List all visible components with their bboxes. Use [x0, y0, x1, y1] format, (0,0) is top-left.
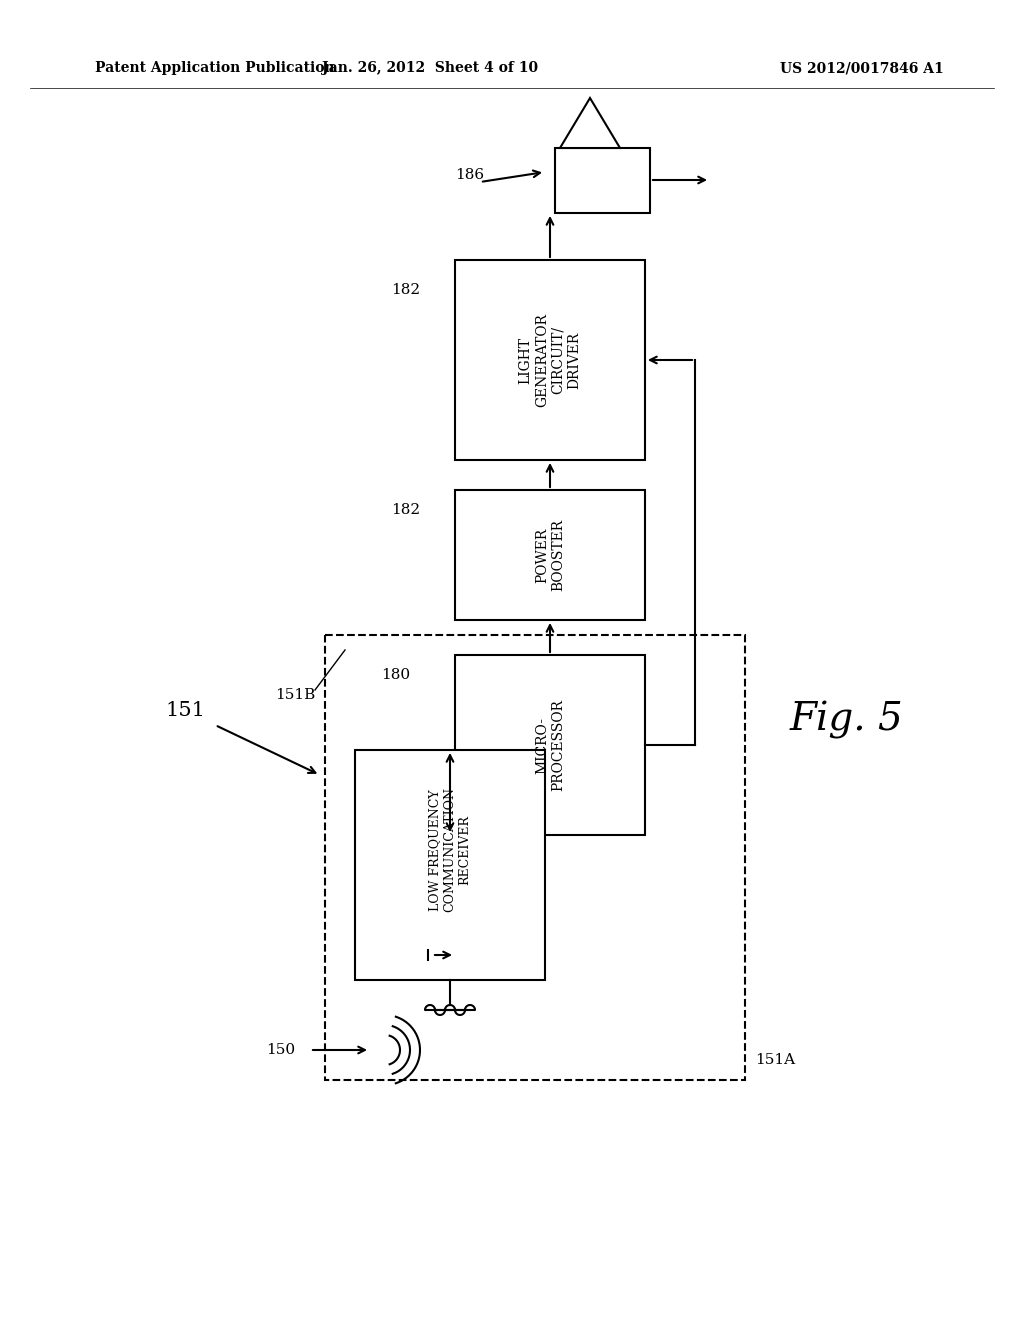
Text: 151A: 151A	[755, 1053, 795, 1067]
Polygon shape	[560, 98, 620, 148]
Text: MICRO-
PROCESSOR: MICRO- PROCESSOR	[535, 700, 565, 791]
Text: LIGHT
GENERATOR
CIRCUIT/
DRIVER: LIGHT GENERATOR CIRCUIT/ DRIVER	[519, 313, 582, 407]
Bar	[455, 490, 645, 620]
Text: 182: 182	[391, 503, 420, 517]
Text: 150: 150	[266, 1043, 295, 1057]
Text: US 2012/0017846 A1: US 2012/0017846 A1	[780, 61, 944, 75]
Bar	[455, 655, 645, 836]
Bar	[325, 635, 745, 1080]
Text: 186: 186	[455, 168, 484, 182]
Text: 182: 182	[391, 282, 420, 297]
Bar	[455, 260, 645, 459]
Bar	[555, 148, 650, 213]
Text: Fig. 5: Fig. 5	[790, 701, 904, 739]
Text: Jan. 26, 2012  Sheet 4 of 10: Jan. 26, 2012 Sheet 4 of 10	[322, 61, 538, 75]
Bar	[355, 750, 545, 979]
Text: LOW FREQUENCY
COMMUNICATION
RECEIVER: LOW FREQUENCY COMMUNICATION RECEIVER	[428, 788, 471, 912]
Text: 180: 180	[381, 668, 410, 682]
Text: POWER
BOOSTER: POWER BOOSTER	[535, 519, 565, 591]
Text: Patent Application Publication: Patent Application Publication	[95, 61, 335, 75]
Text: 151: 151	[165, 701, 205, 719]
Text: 151B: 151B	[274, 688, 315, 702]
